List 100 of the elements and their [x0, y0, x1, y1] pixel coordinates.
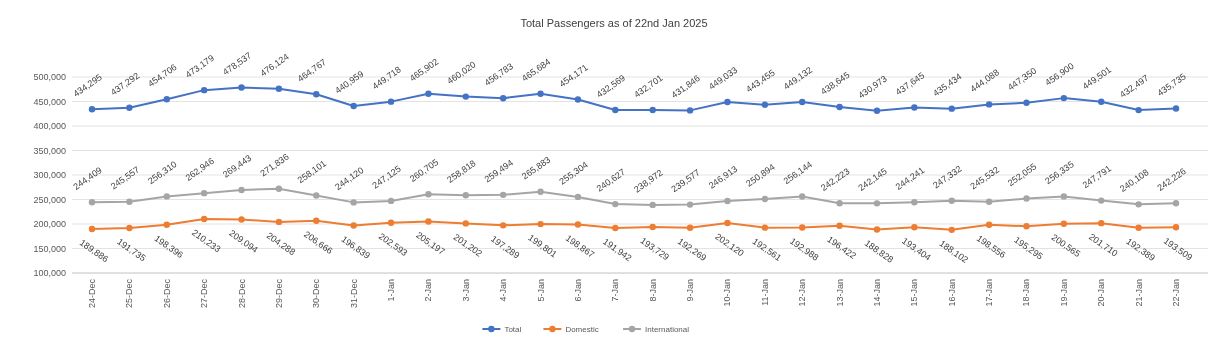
- point: [948, 226, 955, 234]
- x-tick-label: 11-Jan: [759, 279, 770, 306]
- point: [387, 98, 395, 105]
- point: [1172, 200, 1180, 207]
- point: [88, 225, 96, 233]
- point: [499, 94, 507, 102]
- y-tick-label: 300,000: [33, 170, 66, 180]
- point: [1060, 193, 1068, 200]
- x-tick-label: 13-Jan: [834, 279, 845, 307]
- point: [499, 222, 507, 229]
- x-tick-label: 1-Jan: [386, 279, 397, 302]
- point: [1172, 105, 1180, 112]
- point: [574, 221, 582, 228]
- point: [425, 218, 432, 225]
- point: [238, 84, 245, 91]
- point: [275, 218, 283, 226]
- x-tick-label: 18-Jan: [1021, 279, 1032, 307]
- point: [238, 216, 245, 223]
- x-tick-label: 27-Dec: [199, 278, 210, 309]
- point: [275, 85, 283, 92]
- point: [387, 197, 395, 205]
- x-tick-label: 30-Dec: [311, 278, 322, 309]
- y-tick-label: 100,000: [33, 268, 66, 278]
- point: [462, 93, 469, 100]
- point: [1098, 98, 1105, 105]
- y-tick-label: 450,000: [33, 96, 66, 107]
- point: [126, 198, 133, 205]
- x-tick-label: 31-Dec: [348, 278, 359, 309]
- x-tick-label: 20-Jan: [1096, 279, 1107, 307]
- x-tick-label: 3-Jan: [460, 279, 471, 302]
- x-tick-label: 19-Jan: [1058, 279, 1069, 307]
- point: [200, 215, 208, 223]
- x-tick-label: 8-Jan: [647, 279, 658, 302]
- point: [1172, 223, 1180, 231]
- point: [724, 98, 731, 106]
- point: [724, 197, 731, 205]
- point: [761, 224, 769, 231]
- point: [1060, 94, 1068, 102]
- point: [985, 198, 993, 205]
- legend-label: Total: [504, 325, 522, 334]
- point: [612, 200, 619, 208]
- x-tick-label: 10-Jan: [722, 279, 733, 307]
- point: [985, 221, 993, 228]
- x-tick-label: 29-Dec: [273, 278, 284, 309]
- point: [724, 219, 731, 227]
- point: [238, 186, 245, 194]
- point: [761, 195, 769, 203]
- point: [350, 102, 357, 110]
- point: [948, 105, 955, 112]
- point: [200, 189, 208, 197]
- point: [649, 201, 656, 209]
- x-tick-label: 26-Dec: [161, 278, 172, 309]
- point: [163, 221, 170, 228]
- point: [1098, 219, 1105, 227]
- point: [836, 103, 843, 111]
- point: [686, 201, 694, 208]
- point: [1023, 223, 1030, 230]
- x-tick-label: 9-Jan: [685, 279, 696, 302]
- point: [163, 193, 170, 200]
- point: [200, 86, 208, 94]
- point: [275, 185, 283, 192]
- point: [425, 191, 432, 198]
- chart-title: Total Passengers as of 22nd Jan 2025: [520, 17, 708, 29]
- point: [126, 224, 133, 232]
- point: [537, 90, 544, 98]
- y-tick-label: 400,000: [33, 121, 66, 131]
- point: [649, 223, 656, 231]
- x-tick-label: 14-Jan: [871, 279, 882, 307]
- point: [1135, 201, 1142, 208]
- point: [911, 199, 918, 206]
- point: [873, 200, 881, 207]
- point: [985, 101, 993, 108]
- x-tick-label: 2-Jan: [423, 279, 434, 302]
- x-tick-label: 24-Dec: [87, 278, 97, 309]
- point: [873, 226, 881, 233]
- point: [462, 220, 469, 227]
- point: [350, 199, 357, 206]
- point: [761, 101, 769, 108]
- point: [873, 107, 881, 115]
- point: [425, 90, 432, 97]
- x-tick-label: 4-Jan: [498, 279, 509, 302]
- y-tick-label: 350,000: [33, 145, 66, 156]
- legend-label: International: [645, 325, 690, 334]
- point: [686, 224, 694, 231]
- x-tick-label: 7-Jan: [610, 279, 621, 302]
- point: [799, 193, 806, 200]
- point: [612, 224, 619, 232]
- point: [1060, 220, 1068, 227]
- point: [948, 197, 955, 205]
- x-tick-label: 6-Jan: [572, 279, 583, 302]
- point: [574, 96, 582, 103]
- y-tick-label: 200,000: [33, 219, 66, 229]
- point: [649, 106, 656, 114]
- point: [1023, 195, 1030, 202]
- x-tick-label: 21-Jan: [1133, 279, 1144, 307]
- point: [387, 219, 395, 226]
- x-tick-label: 16-Jan: [946, 279, 957, 307]
- point: [537, 188, 544, 195]
- y-tick-label: 150,000: [33, 243, 66, 254]
- x-tick-label: 17-Jan: [984, 279, 995, 307]
